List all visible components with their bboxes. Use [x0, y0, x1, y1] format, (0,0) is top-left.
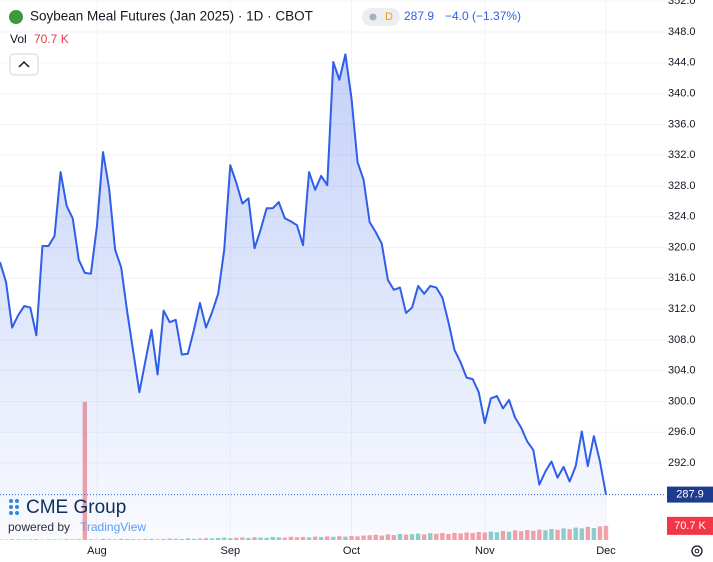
vol-label: Vol: [10, 32, 27, 46]
vol-value: 70.7 K: [34, 32, 69, 46]
cme-dots: [9, 499, 19, 515]
x-tick-label: Nov: [475, 545, 495, 557]
y-tick-label: 296.0: [668, 426, 696, 438]
line: [0, 53, 607, 495]
y-tick-label: 328.0: [668, 180, 696, 192]
x-tick-label: Oct: [343, 545, 360, 557]
collapse-button[interactable]: [9, 53, 39, 76]
volume-tag: [667, 516, 713, 535]
last-price-tag-label: 287.9: [676, 488, 704, 500]
volume-tag-label: 70.7 K: [674, 520, 706, 532]
branding: CME Group powered by TradingView: [8, 497, 146, 534]
collapse-icon: [18, 60, 30, 68]
y-tick-label: 320.0: [668, 241, 696, 253]
last-price: 287.9: [404, 9, 434, 23]
powered-by: powered by: [8, 520, 70, 534]
y-tick-label: 352.0: [668, 0, 696, 7]
y-tick-label: 336.0: [668, 118, 696, 130]
logo-icon: [9, 10, 23, 24]
plot: [0, 0, 665, 541]
y-tick-label: 316.0: [668, 272, 696, 284]
badge-text: D: [385, 11, 393, 23]
y-tick-label: 308.0: [668, 334, 696, 346]
header: Soybean Meal Futures (Jan 2025) · 1D · C…: [9, 8, 521, 76]
y-tick-label: 304.0: [668, 365, 696, 377]
cme-logo: CME Group: [26, 497, 126, 518]
last-price-tag: [667, 486, 713, 503]
settings-icon[interactable]: [691, 545, 703, 557]
y-tick-label: 324.0: [668, 211, 696, 223]
y-tick-label: 292.0: [668, 457, 696, 469]
area: [0, 54, 606, 541]
x-tick-label: Aug: [87, 545, 107, 557]
x-tick-label: Dec: [596, 545, 616, 557]
y-tick-label: 300.0: [668, 395, 696, 407]
title: Soybean Meal Futures (Jan 2025) · 1D · C…: [30, 9, 313, 24]
y-tick-label: 340.0: [668, 87, 696, 99]
y-tick-label: 332.0: [668, 149, 696, 161]
settings-icon-center: [694, 548, 700, 554]
y-tick-label: 312.0: [668, 303, 696, 315]
y-tick-label: 348.0: [668, 26, 696, 38]
x-tick-label: Sep: [220, 545, 240, 557]
settings[interactable]: [691, 545, 703, 557]
badge: [362, 8, 400, 26]
powered-brand: TradingView: [80, 520, 146, 534]
change: −4.0 (−1.37%): [445, 9, 521, 23]
badge-dot: [369, 13, 377, 21]
y-tick-label: 344.0: [668, 57, 696, 69]
